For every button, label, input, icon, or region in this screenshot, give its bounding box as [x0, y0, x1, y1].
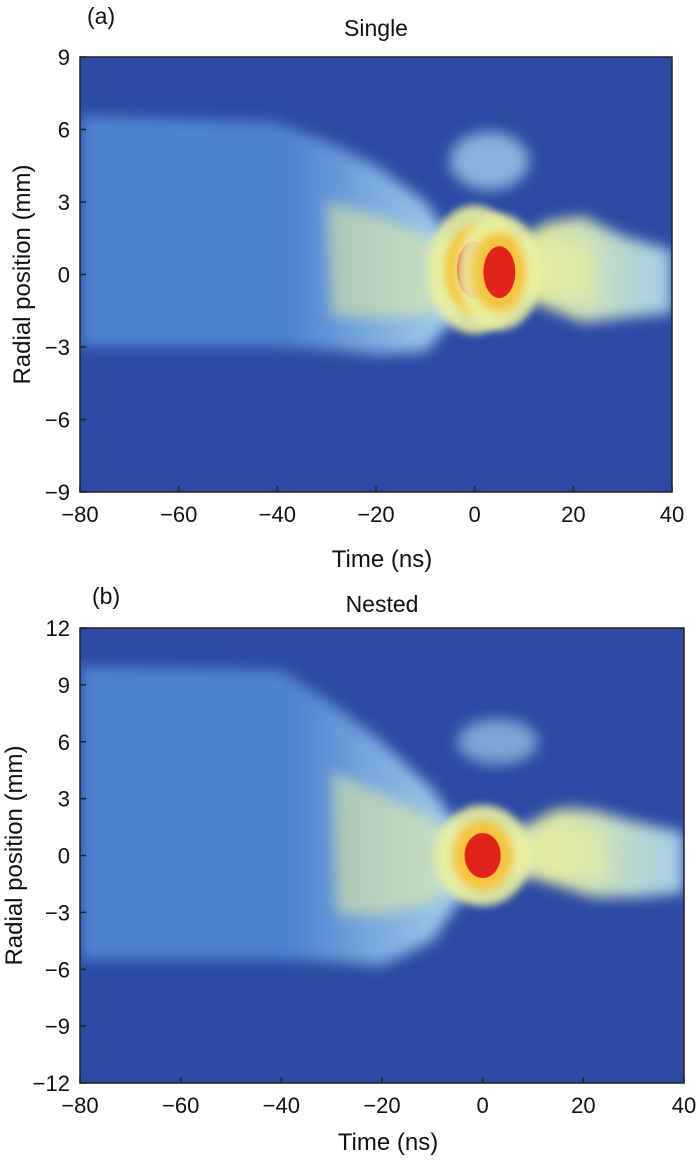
x-tick-label: −40 [259, 502, 296, 527]
x-tick-label: −80 [61, 1093, 98, 1118]
y-tick-label: −9 [45, 1014, 70, 1039]
chart-title: Single [344, 15, 408, 41]
panel-label: (a) [87, 3, 115, 29]
chart-title: Nested [346, 591, 419, 617]
y-axis-label: Radial position (mm) [9, 164, 36, 384]
y-tick-label: 6 [58, 118, 70, 143]
hotspot-core [483, 246, 516, 298]
y-tick-label: 3 [58, 787, 70, 812]
x-tick-label: 0 [477, 1093, 489, 1118]
emission-feature [457, 719, 539, 765]
y-tick-label: 0 [58, 263, 70, 288]
x-tick-label: 40 [660, 502, 684, 527]
heatmap-image [80, 57, 672, 492]
panel-label: (b) [92, 583, 120, 609]
y-tick-label: −3 [45, 335, 70, 360]
y-tick-label: 3 [58, 190, 70, 215]
x-tick-label: −60 [160, 502, 197, 527]
y-tick-label: 0 [58, 844, 70, 869]
x-tick-label: −80 [61, 502, 98, 527]
y-axis-label: Radial position (mm) [1, 745, 28, 965]
x-tick-label: −20 [357, 502, 394, 527]
x-axis-label: Time (ns) [332, 546, 432, 573]
panel-b: −80 −60 −40 −20 0 20 40 −12 −9 −6 −3 0 3 6 9 12 (b) Neste… [1, 583, 696, 1156]
x-tick-label: 20 [561, 502, 585, 527]
y-tick-label: −6 [45, 408, 70, 433]
y-tick-label: −9 [45, 480, 70, 505]
y-tick-label: 9 [58, 45, 70, 70]
heatmap-image [80, 628, 684, 1083]
x-axis-label: Time (ns) [338, 1129, 438, 1156]
hotspot-core [464, 832, 501, 879]
y-tick-label: 9 [58, 673, 70, 698]
x-tick-label: 0 [469, 502, 481, 527]
emission-feature [450, 131, 529, 190]
y-tick-label: −3 [45, 900, 70, 925]
x-tick-label: −40 [263, 1093, 300, 1118]
y-tick-label: 12 [46, 616, 70, 641]
y-tick-label: −6 [45, 957, 70, 982]
y-tick-label: −12 [33, 1071, 70, 1096]
panel-a: −80 −60 −40 −20 0 20 40 −9 −6 −3 0 3 6 9 (a) Single Time… [9, 3, 684, 573]
x-tick-label: −60 [162, 1093, 199, 1118]
y-tick-label: 6 [58, 730, 70, 755]
x-tick-label: −20 [363, 1093, 400, 1118]
x-tick-label: 20 [571, 1093, 595, 1118]
x-tick-label: 40 [672, 1093, 696, 1118]
